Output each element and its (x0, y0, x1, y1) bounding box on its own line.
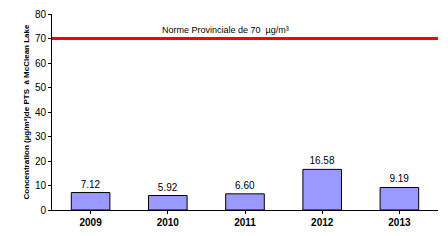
svg-text:10: 10 (35, 180, 47, 191)
svg-text:9.19: 9.19 (389, 173, 409, 184)
svg-text:Norme Provinciale de 70 µg/m³: Norme Provinciale de 70 µg/m³ (162, 25, 289, 35)
svg-text:2013: 2013 (388, 217, 411, 228)
svg-text:70: 70 (35, 33, 47, 44)
svg-text:6.60: 6.60 (235, 180, 255, 191)
svg-text:0: 0 (40, 205, 46, 216)
svg-text:60: 60 (35, 58, 47, 69)
svg-text:16.58: 16.58 (309, 155, 334, 166)
svg-text:2010: 2010 (157, 217, 180, 228)
svg-text:2011: 2011 (234, 217, 256, 228)
svg-text:2009: 2009 (79, 217, 102, 228)
svg-text:Concentration (µg/m³)de PTS à: Concentration (µg/m³)de PTS à McClean La… (22, 24, 31, 199)
svg-text:40: 40 (35, 107, 47, 118)
svg-text:50: 50 (35, 82, 47, 93)
svg-text:80: 80 (35, 9, 47, 20)
svg-text:2012: 2012 (311, 217, 334, 228)
svg-text:30: 30 (35, 131, 47, 142)
svg-text:5.92: 5.92 (158, 182, 178, 193)
svg-text:20: 20 (35, 156, 47, 167)
svg-text:7.12: 7.12 (81, 179, 101, 190)
